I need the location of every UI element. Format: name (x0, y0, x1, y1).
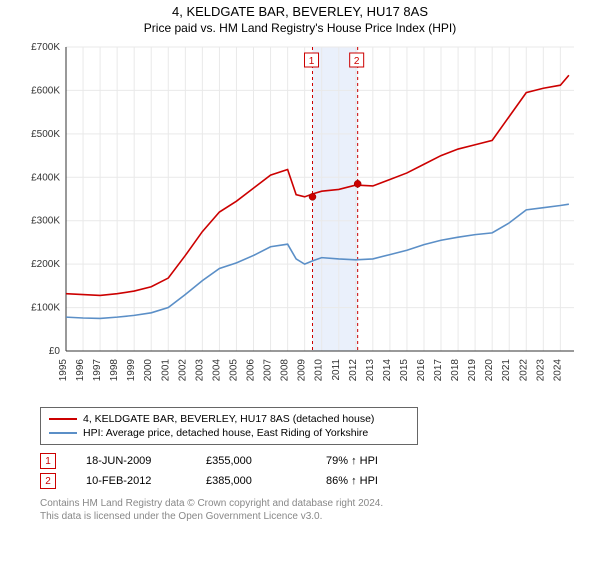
svg-text:1998: 1998 (109, 359, 120, 382)
svg-text:2007: 2007 (263, 359, 274, 382)
svg-text:£600K: £600K (31, 85, 60, 96)
page-title: 4, KELDGATE BAR, BEVERLEY, HU17 8AS (0, 4, 600, 19)
svg-text:2020: 2020 (484, 359, 495, 382)
svg-text:2018: 2018 (450, 359, 461, 382)
svg-text:£200K: £200K (31, 259, 60, 270)
svg-text:2022: 2022 (518, 359, 529, 382)
legend-row-property: 4, KELDGATE BAR, BEVERLEY, HU17 8AS (det… (49, 412, 409, 426)
legend-label-property: 4, KELDGATE BAR, BEVERLEY, HU17 8AS (det… (83, 413, 374, 425)
svg-text:2016: 2016 (416, 359, 427, 382)
svg-text:1995: 1995 (58, 359, 69, 382)
svg-text:2024: 2024 (552, 359, 563, 382)
svg-text:£500K: £500K (31, 129, 60, 140)
legend-swatch-hpi (49, 432, 77, 434)
footer: Contains HM Land Registry data © Crown c… (40, 497, 580, 523)
svg-text:2023: 2023 (535, 359, 546, 382)
svg-text:£700K: £700K (31, 42, 60, 53)
svg-text:2002: 2002 (177, 359, 188, 382)
svg-text:2000: 2000 (143, 359, 154, 382)
svg-text:2015: 2015 (399, 359, 410, 382)
svg-text:1996: 1996 (75, 359, 86, 382)
svg-text:2013: 2013 (365, 359, 376, 382)
svg-text:2014: 2014 (382, 359, 393, 382)
svg-text:2017: 2017 (433, 359, 444, 382)
svg-text:2001: 2001 (160, 359, 171, 382)
price-chart: £0 £100K £200K £300K £400K £500K £600K £700K 199… (20, 41, 580, 401)
svg-text:1997: 1997 (92, 359, 103, 382)
legend-swatch-property (49, 418, 77, 420)
svg-text:2008: 2008 (280, 359, 291, 382)
txn-price: £355,000 (206, 455, 296, 467)
svg-text:1: 1 (309, 56, 315, 67)
txn-delta: 79% ↑ HPI (326, 455, 416, 467)
svg-text:2004: 2004 (211, 359, 222, 382)
svg-text:2009: 2009 (297, 359, 308, 382)
transaction-table: 1 18-JUN-2009 £355,000 79% ↑ HPI 2 10-FE… (40, 451, 580, 491)
legend-row-hpi: HPI: Average price, detached house, East… (49, 426, 409, 440)
footer-line-1: Contains HM Land Registry data © Crown c… (40, 497, 580, 510)
svg-text:2005: 2005 (228, 359, 239, 382)
svg-text:2021: 2021 (501, 359, 512, 382)
svg-text:2006: 2006 (246, 359, 257, 382)
legend-label-hpi: HPI: Average price, detached house, East… (83, 427, 368, 439)
svg-text:2003: 2003 (194, 359, 205, 382)
svg-text:£300K: £300K (31, 216, 60, 227)
page-subtitle: Price paid vs. HM Land Registry's House … (0, 21, 600, 35)
svg-text:2012: 2012 (348, 359, 359, 382)
svg-text:2: 2 (354, 56, 360, 67)
txn-date: 10-FEB-2012 (86, 475, 176, 487)
txn-price: £385,000 (206, 475, 296, 487)
svg-text:2011: 2011 (331, 359, 342, 381)
svg-text:£100K: £100K (31, 303, 60, 314)
table-row: 1 18-JUN-2009 £355,000 79% ↑ HPI (40, 451, 580, 471)
svg-text:2019: 2019 (467, 359, 478, 382)
svg-text:2010: 2010 (314, 359, 325, 382)
txn-date: 18-JUN-2009 (86, 455, 176, 467)
svg-text:£400K: £400K (31, 172, 60, 183)
table-row: 2 10-FEB-2012 £385,000 86% ↑ HPI (40, 471, 580, 491)
svg-text:£0: £0 (49, 346, 61, 357)
legend: 4, KELDGATE BAR, BEVERLEY, HU17 8AS (det… (40, 407, 418, 445)
marker-badge-1: 1 (40, 453, 56, 469)
marker-badge-2: 2 (40, 473, 56, 489)
txn-delta: 86% ↑ HPI (326, 475, 416, 487)
footer-line-2: This data is licensed under the Open Gov… (40, 510, 580, 523)
svg-text:1999: 1999 (126, 359, 137, 382)
